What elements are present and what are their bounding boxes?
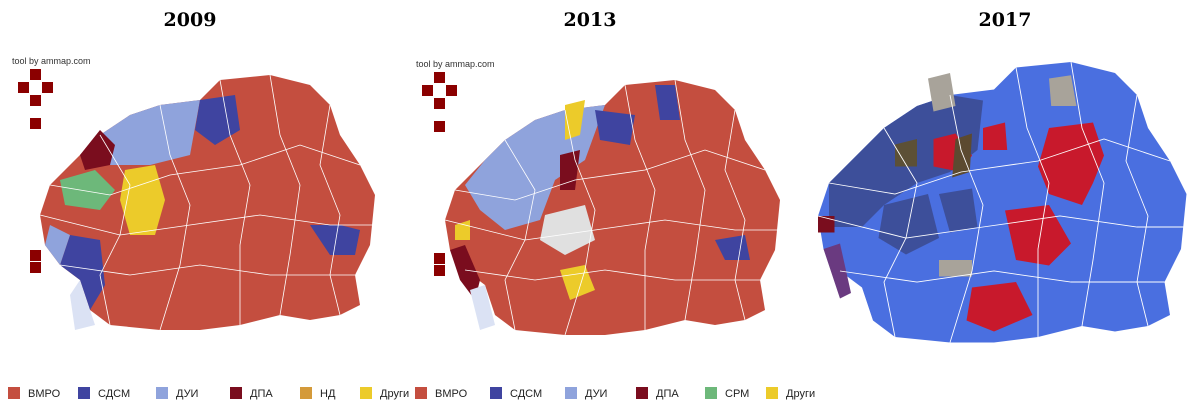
legend-label: НД — [320, 388, 336, 400]
legend-label: Други — [380, 388, 409, 400]
legend-swatch — [565, 387, 577, 399]
legend: ВМРО СДСМ ДУИ ДПА НД Други ВМРО СДСМ ДУИ ДПА СРМ Др… — [8, 387, 815, 400]
legend-swatch — [636, 387, 648, 399]
zoom-controls[interactable] — [422, 72, 457, 276]
legend-label: ВМРО — [28, 388, 61, 400]
map-credit: tool by ammap.com — [416, 59, 495, 69]
legend-label: ДУИ — [585, 388, 607, 400]
legend-label: ДПА — [250, 388, 273, 400]
map-2017: 2017 — [817, 9, 1187, 343]
legend-label: ДУИ — [176, 388, 198, 400]
legend-swatch — [230, 387, 242, 399]
legend-swatch — [8, 387, 20, 399]
map-title: 2017 — [979, 9, 1032, 31]
legend-label: ВМРО — [435, 388, 468, 400]
map-2013: 2013 tool by ammap.com — [416, 9, 781, 336]
legend-label: СРМ — [725, 388, 749, 400]
map-title: 2013 — [564, 9, 617, 31]
zoom-controls[interactable] — [18, 69, 53, 273]
legend-swatch — [766, 387, 778, 399]
legend-label: СДСМ — [510, 388, 542, 400]
legend-swatch — [300, 387, 312, 399]
map-title: 2009 — [164, 9, 217, 31]
legend-label: ДПА — [656, 388, 679, 400]
legend-swatch — [156, 387, 168, 399]
map-2009: 2009 tool by ammap.com — [12, 9, 376, 331]
legend-swatch — [490, 387, 502, 399]
legend-swatch — [705, 387, 717, 399]
legend-swatch — [78, 387, 90, 399]
legend-label: Други — [786, 388, 815, 400]
legend-label: СДСМ — [98, 388, 130, 400]
legend-swatch — [360, 387, 372, 399]
legend-swatch — [415, 387, 427, 399]
map-credit: tool by ammap.com — [12, 56, 91, 66]
